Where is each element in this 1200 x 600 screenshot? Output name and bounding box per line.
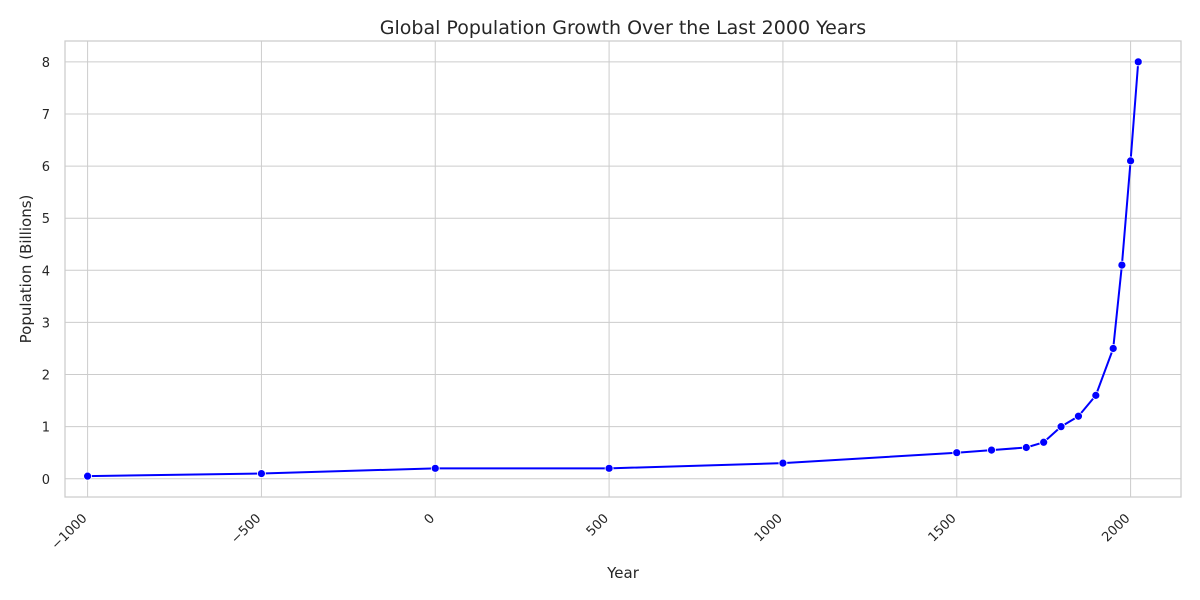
chart-title: Global Population Growth Over the Last 2… xyxy=(380,17,866,39)
x-tick-label: −1000 xyxy=(49,511,91,553)
y-tick-label: 5 xyxy=(42,212,50,227)
data-point xyxy=(1074,411,1083,421)
y-tick-label: 8 xyxy=(42,56,50,71)
x-tick-label: 2000 xyxy=(1099,511,1133,545)
data-point xyxy=(952,448,962,458)
data-point xyxy=(1039,437,1049,447)
grid-lines xyxy=(65,41,1181,497)
data-point xyxy=(430,463,440,473)
x-tick-label: 0 xyxy=(422,511,438,527)
y-axis-label: Population (Billions) xyxy=(17,195,35,344)
population-series-line xyxy=(87,61,1140,478)
y-tick-label: 1 xyxy=(42,421,50,436)
data-point xyxy=(604,463,614,473)
data-point xyxy=(987,445,996,455)
x-tick-label: 1500 xyxy=(926,511,960,545)
data-point xyxy=(257,469,266,478)
data-point xyxy=(1126,156,1135,166)
x-tick-label: −500 xyxy=(228,511,264,547)
y-tick-label: 6 xyxy=(42,160,50,175)
data-point xyxy=(778,458,788,468)
data-point xyxy=(1117,260,1127,270)
y-tick-label: 7 xyxy=(42,108,50,123)
y-tick-label: 3 xyxy=(42,316,50,331)
plot-area-frame xyxy=(64,40,1182,498)
y-tick-label: 4 xyxy=(42,264,50,279)
x-tick-labels: −1000 −500 0 500 1000 1500 2000 xyxy=(49,511,1134,553)
data-point xyxy=(1133,57,1143,67)
x-axis-label: Year xyxy=(606,564,640,582)
data-point xyxy=(83,471,92,481)
y-tick-label: 2 xyxy=(42,369,50,384)
x-tick-label: 500 xyxy=(584,511,612,539)
x-tick-label: 1000 xyxy=(752,511,786,545)
data-point xyxy=(1108,344,1118,353)
data-point xyxy=(1021,443,1031,452)
y-tick-labels: 0 1 2 3 4 5 6 7 8 xyxy=(42,56,50,488)
series-layer xyxy=(83,57,1143,481)
data-point xyxy=(1091,390,1101,400)
y-tick-label: 0 xyxy=(42,473,50,488)
data-point xyxy=(1056,422,1066,432)
